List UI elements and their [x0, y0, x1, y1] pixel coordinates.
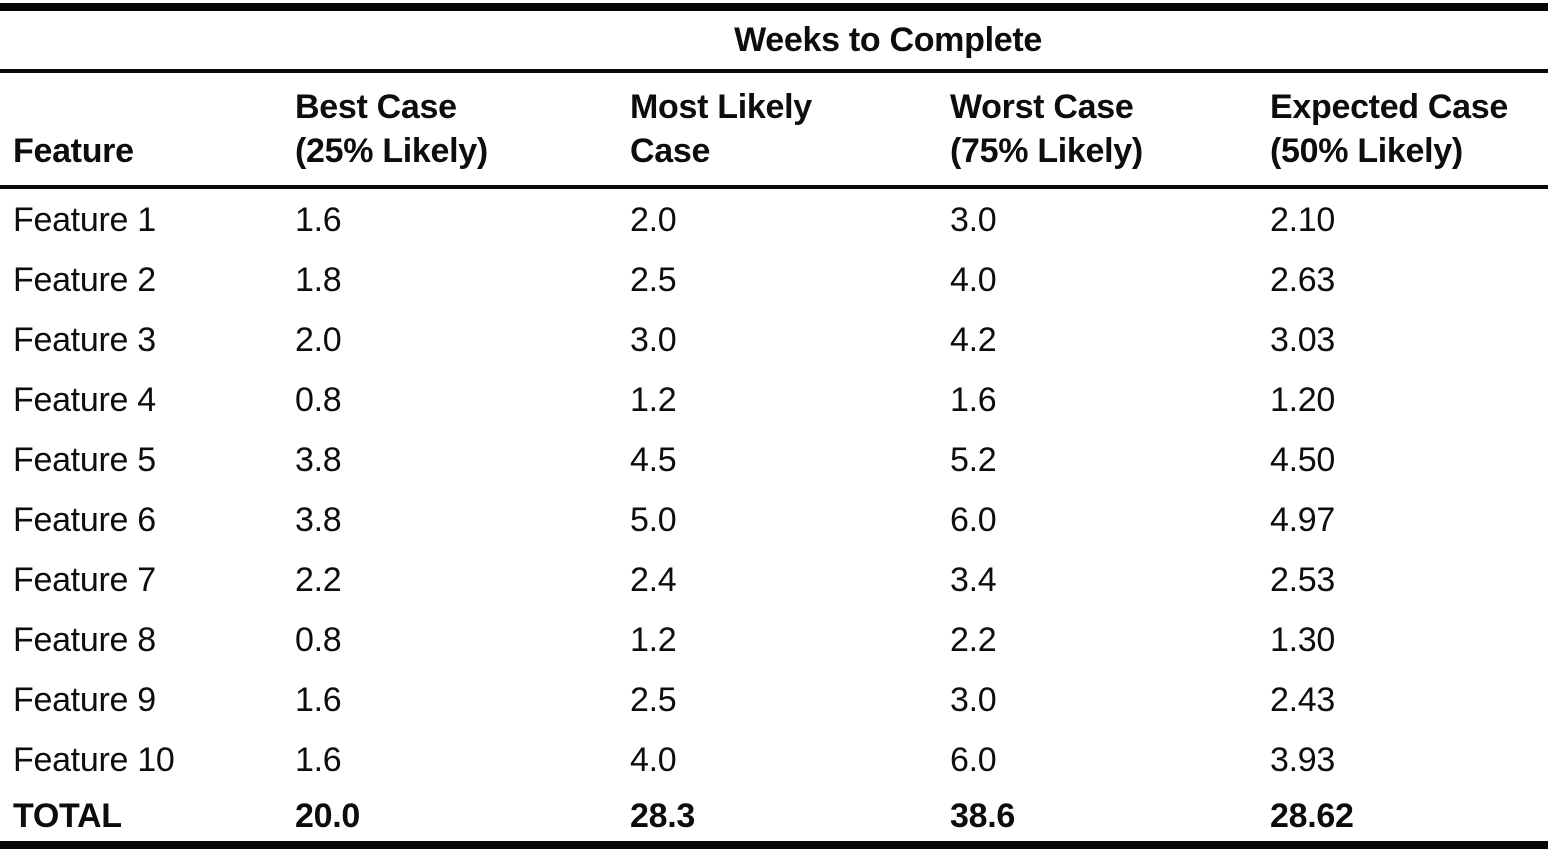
column-header-label: Best Case	[295, 87, 457, 126]
worst-case-cell: 5.2	[950, 440, 997, 479]
expected-case-cell: 2.43	[1270, 680, 1335, 719]
worst-case-cell: 6.0	[950, 740, 997, 779]
column-header-sublabel: (75% Likely)	[950, 131, 1143, 170]
worst-case-cell: 4.2	[950, 320, 997, 359]
table-row: Feature 5 3.8 4.5 5.2 4.50	[0, 429, 1548, 489]
feature-name-cell: Feature 10	[13, 740, 175, 779]
best-case-cell: 0.8	[295, 380, 342, 419]
table-row: Feature 6 3.8 5.0 6.0 4.97	[0, 489, 1548, 549]
expected-case-cell: 3.03	[1270, 320, 1335, 359]
column-header-row: Feature Best Case (25% Likely) Most Like…	[0, 71, 1548, 189]
best-case-cell: 0.8	[295, 620, 342, 659]
table-row: Feature 3 2.0 3.0 4.2 3.03	[0, 309, 1548, 369]
total-expected-case-cell: 28.62	[1270, 796, 1354, 835]
feature-name-cell: Feature 3	[13, 320, 156, 359]
span-header-spacer	[0, 7, 282, 73]
column-header-worst-case: Worst Case (75% Likely)	[937, 71, 1257, 189]
expected-case-cell: 3.93	[1270, 740, 1335, 779]
total-worst-case-cell: 38.6	[950, 796, 1015, 835]
expected-case-cell: 1.30	[1270, 620, 1335, 659]
most-likely-cell: 2.5	[630, 680, 677, 719]
best-case-cell: 1.8	[295, 260, 342, 299]
expected-case-cell: 4.50	[1270, 440, 1335, 479]
feature-name-cell: Feature 6	[13, 500, 156, 539]
worst-case-cell: 3.4	[950, 560, 997, 599]
expected-case-cell: 2.53	[1270, 560, 1335, 599]
column-header-most-likely: Most Likely Case	[617, 71, 937, 189]
most-likely-cell: 5.0	[630, 500, 677, 539]
expected-case-cell: 2.63	[1270, 260, 1335, 299]
column-header-feature: Feature	[0, 71, 282, 189]
column-header-label: Worst Case	[950, 87, 1134, 126]
best-case-cell: 3.8	[295, 440, 342, 479]
most-likely-cell: 1.2	[630, 380, 677, 419]
best-case-cell: 3.8	[295, 500, 342, 539]
table-row: Feature 2 1.8 2.5 4.0 2.63	[0, 249, 1548, 309]
most-likely-cell: 2.5	[630, 260, 677, 299]
feature-name-cell: Feature 7	[13, 560, 156, 599]
best-case-cell: 1.6	[295, 680, 342, 719]
estimation-table: Weeks to Complete Feature Best Case (25%…	[0, 3, 1548, 849]
table-row: Feature 1 1.6 2.0 3.0 2.10	[0, 187, 1548, 249]
column-header-best-case: Best Case (25% Likely)	[282, 71, 617, 189]
column-header-label: Feature	[13, 131, 134, 170]
most-likely-cell: 2.0	[630, 200, 677, 239]
table-title: Weeks to Complete	[282, 7, 1548, 73]
total-best-case-cell: 20.0	[295, 796, 360, 835]
most-likely-cell: 4.5	[630, 440, 677, 479]
total-row: TOTAL 20.0 28.3 38.6 28.62	[0, 789, 1548, 845]
column-header-label: Expected Case	[1270, 87, 1509, 126]
most-likely-cell: 4.0	[630, 740, 677, 779]
column-header-sublabel: (25% Likely)	[295, 131, 488, 170]
feature-name-cell: Feature 4	[13, 380, 156, 419]
table-row: Feature 10 1.6 4.0 6.0 3.93	[0, 729, 1548, 789]
feature-name-cell: Feature 9	[13, 680, 156, 719]
column-header-sublabel: (50% Likely)	[1270, 131, 1463, 170]
table-row: Feature 9 1.6 2.5 3.0 2.43	[0, 669, 1548, 729]
expected-case-cell: 2.10	[1270, 200, 1335, 239]
column-header-expected-case: Expected Case (50% Likely)	[1257, 71, 1548, 189]
span-header-row: Weeks to Complete	[0, 7, 1548, 73]
column-header-label: Most Likely	[630, 87, 812, 126]
worst-case-cell: 6.0	[950, 500, 997, 539]
table-row: Feature 4 0.8 1.2 1.6 1.20	[0, 369, 1548, 429]
feature-name-cell: Feature 8	[13, 620, 156, 659]
most-likely-cell: 3.0	[630, 320, 677, 359]
table-row: Feature 7 2.2 2.4 3.4 2.53	[0, 549, 1548, 609]
worst-case-cell: 4.0	[950, 260, 997, 299]
total-most-likely-cell: 28.3	[630, 796, 695, 835]
worst-case-cell: 3.0	[950, 200, 997, 239]
most-likely-cell: 2.4	[630, 560, 677, 599]
feature-name-cell: Feature 5	[13, 440, 156, 479]
column-header-sublabel: Case	[630, 131, 711, 170]
total-label-cell: TOTAL	[13, 796, 122, 835]
best-case-cell: 2.0	[295, 320, 342, 359]
best-case-cell: 2.2	[295, 560, 342, 599]
most-likely-cell: 1.2	[630, 620, 677, 659]
worst-case-cell: 1.6	[950, 380, 997, 419]
best-case-cell: 1.6	[295, 740, 342, 779]
worst-case-cell: 2.2	[950, 620, 997, 659]
expected-case-cell: 4.97	[1270, 500, 1335, 539]
best-case-cell: 1.6	[295, 200, 342, 239]
feature-name-cell: Feature 1	[13, 200, 156, 239]
table-row: Feature 8 0.8 1.2 2.2 1.30	[0, 609, 1548, 669]
expected-case-cell: 1.20	[1270, 380, 1335, 419]
worst-case-cell: 3.0	[950, 680, 997, 719]
feature-name-cell: Feature 2	[13, 260, 156, 299]
